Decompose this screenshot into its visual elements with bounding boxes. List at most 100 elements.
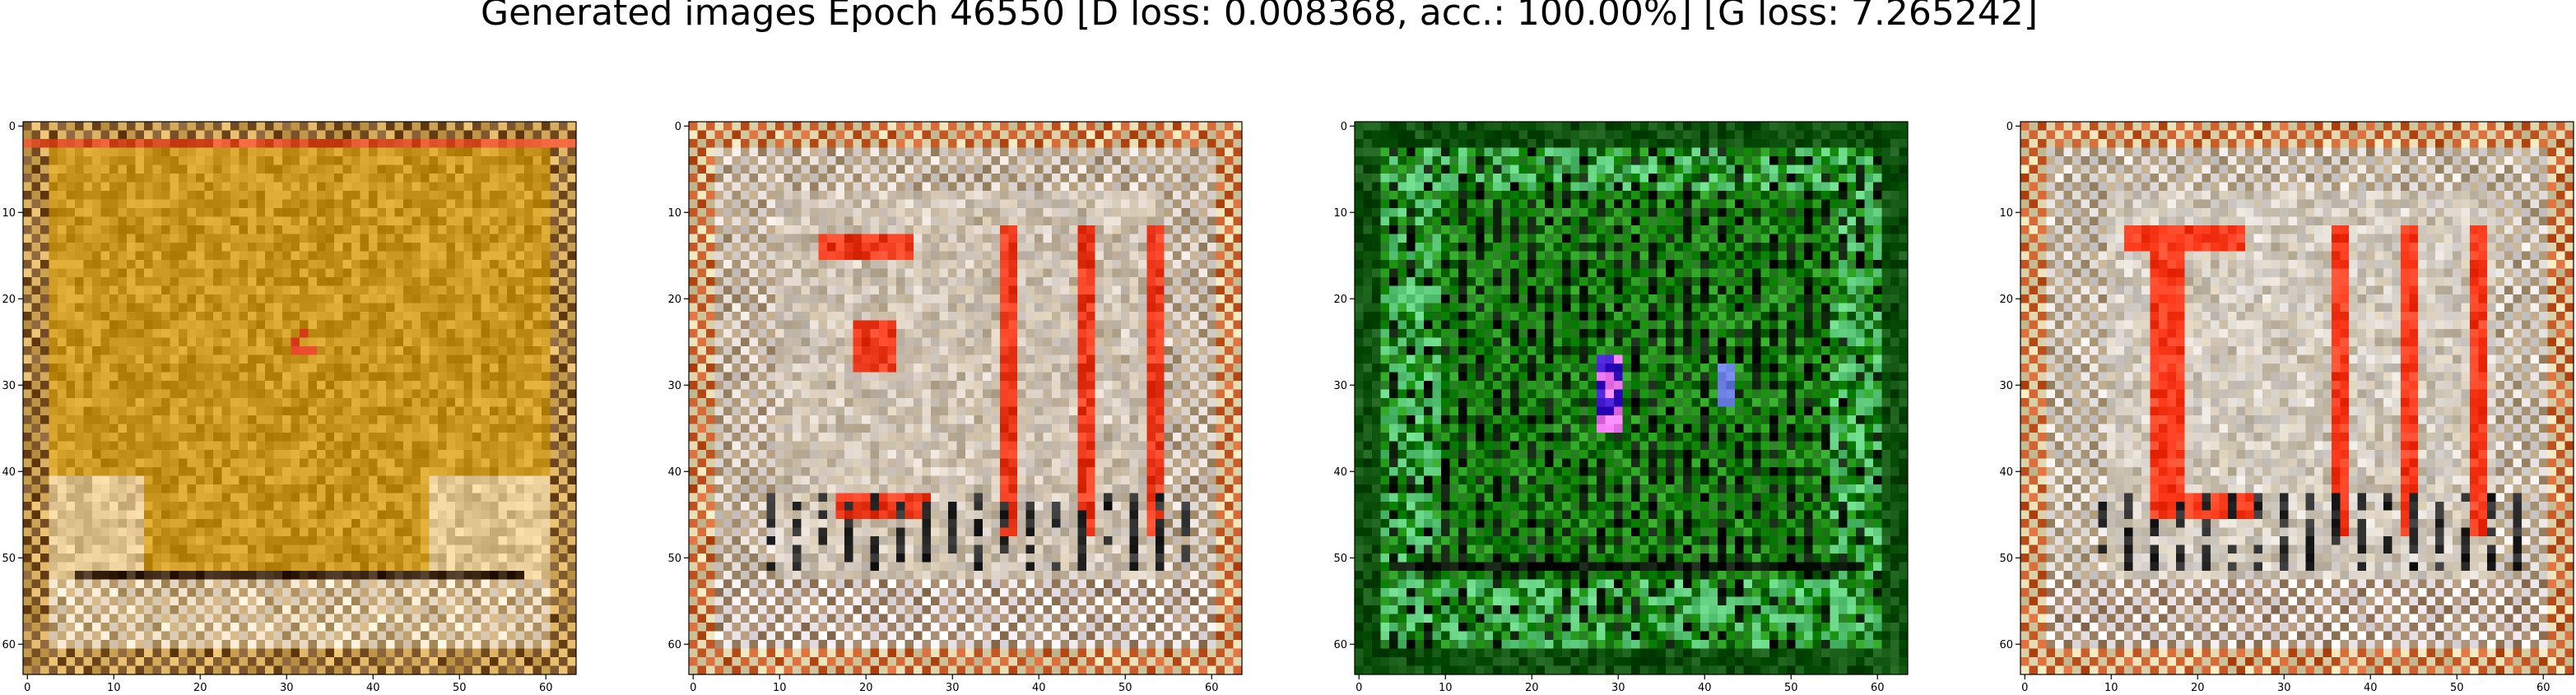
pixel	[248, 199, 257, 209]
pixel	[421, 208, 430, 217]
pixel	[187, 406, 197, 416]
pixel	[490, 260, 499, 269]
pixel	[438, 191, 447, 200]
pixel	[386, 364, 395, 373]
pixel	[118, 544, 128, 554]
pixel	[559, 147, 568, 157]
pixel	[49, 441, 58, 451]
pixel	[377, 475, 387, 485]
pixel	[386, 631, 395, 641]
pixel	[810, 174, 819, 183]
pixel	[550, 164, 560, 174]
pixel	[1146, 139, 1156, 148]
pixel	[490, 571, 499, 580]
pixel	[922, 139, 932, 148]
pixel	[196, 191, 205, 200]
pixel	[291, 596, 300, 606]
pixel	[144, 433, 153, 442]
pixel	[196, 458, 205, 468]
pixel	[542, 441, 551, 451]
pixel	[412, 122, 421, 131]
pixel	[896, 208, 905, 217]
pixel	[472, 458, 481, 468]
pixel	[377, 433, 387, 442]
pixel	[127, 243, 136, 252]
pixel	[515, 510, 525, 520]
pixel	[1129, 139, 1139, 148]
pixel	[40, 130, 49, 140]
pixel	[92, 364, 101, 373]
pixel	[100, 260, 110, 269]
pixel	[248, 354, 257, 364]
pixel	[377, 130, 387, 140]
pixel	[256, 657, 266, 666]
pixel	[49, 191, 58, 200]
pixel	[515, 381, 525, 390]
pixel	[524, 398, 533, 407]
pixel	[325, 337, 335, 347]
pixel	[161, 260, 170, 269]
pixel	[1025, 216, 1035, 226]
pixel	[239, 519, 249, 528]
pixel	[1077, 216, 1087, 226]
pixel	[818, 208, 828, 217]
pixel	[161, 122, 170, 131]
pixel	[49, 640, 58, 649]
pixel	[179, 631, 188, 641]
pixel	[239, 398, 249, 407]
pixel	[221, 147, 231, 157]
pixel	[412, 147, 421, 157]
pixel	[342, 554, 352, 563]
pixel	[196, 294, 205, 303]
pixel	[187, 475, 197, 485]
pixel	[248, 614, 257, 623]
pixel	[1146, 164, 1156, 174]
pixel	[421, 536, 430, 545]
pixel	[213, 458, 222, 468]
pixel	[567, 225, 577, 234]
pixel	[334, 450, 343, 459]
pixel	[351, 337, 360, 347]
pixel	[256, 277, 266, 286]
pixel	[532, 433, 542, 442]
pixel	[196, 285, 205, 295]
pixel	[75, 640, 84, 649]
pixel	[187, 243, 197, 252]
pixel	[481, 502, 491, 511]
pixel	[31, 199, 41, 209]
pixel	[273, 130, 283, 140]
pixel	[515, 156, 525, 165]
pixel	[1233, 130, 1243, 140]
pixel	[377, 415, 387, 424]
pixel	[360, 354, 370, 364]
pixel	[23, 623, 32, 632]
pixel	[291, 502, 300, 511]
pixel	[100, 605, 110, 614]
pixel	[472, 156, 481, 165]
pixel	[1112, 216, 1122, 226]
pixel	[325, 657, 335, 666]
pixel	[118, 156, 128, 165]
pixel	[75, 588, 84, 597]
pixel	[187, 398, 197, 407]
pixel	[213, 614, 222, 623]
pixel	[463, 467, 473, 476]
pixel	[325, 208, 335, 217]
pixel	[896, 130, 905, 140]
pixel	[135, 562, 145, 572]
pixel	[394, 312, 404, 321]
pixel	[100, 544, 110, 554]
pixel	[248, 285, 257, 295]
pixel	[273, 364, 283, 373]
pixel	[83, 588, 93, 597]
pixel	[135, 277, 145, 286]
pixel	[515, 536, 525, 545]
pixel	[1000, 225, 1009, 234]
pixel	[896, 234, 905, 243]
pixel	[446, 251, 456, 261]
pixel	[248, 329, 257, 338]
pixel	[213, 623, 222, 632]
pixel	[31, 467, 41, 476]
pixel	[463, 406, 473, 416]
pixel	[559, 294, 568, 303]
